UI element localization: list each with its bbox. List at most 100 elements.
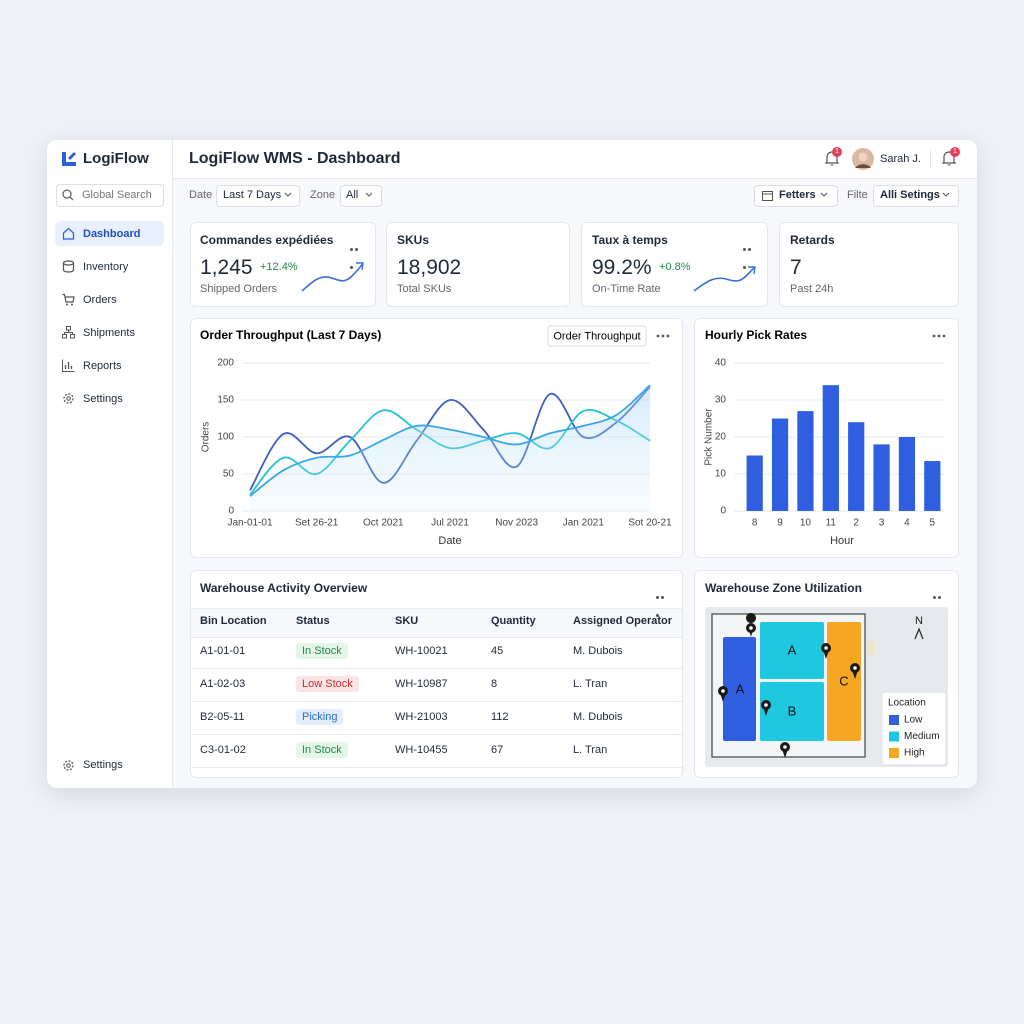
compass-label: N — [915, 615, 923, 627]
nav-footer[interactable]: Settings — [83, 759, 123, 771]
cell: WH-10455 — [395, 744, 448, 756]
logo-icon — [62, 152, 76, 166]
chevron — [284, 192, 292, 197]
kpi-caption: Shipped Orders — [200, 283, 278, 295]
kpi-caption: Past 24h — [790, 283, 834, 295]
cell: WH-21003 — [395, 711, 448, 723]
legend-swatch — [889, 731, 899, 742]
chart-button[interactable] — [547, 325, 647, 347]
date-select[interactable] — [216, 185, 300, 207]
zone-label: A — [736, 681, 745, 696]
y-tick-label: 20 — [715, 432, 727, 443]
kpi-card — [386, 222, 570, 307]
zone-label: C — [839, 673, 848, 688]
search-icon — [62, 189, 74, 201]
x-tick-label: Jan-01-01 — [227, 518, 272, 529]
y-axis-label: Pick Number — [704, 408, 715, 466]
x-tick-label: 11 — [826, 518, 837, 529]
menu-dots[interactable] — [933, 586, 947, 617]
page-title: LogiFlow WMS - Dashboard — [189, 150, 401, 167]
cell: L. Tran — [573, 744, 608, 756]
y-tick-label: 50 — [223, 469, 235, 480]
card-title: Warehouse Activity Overview — [200, 581, 368, 595]
chevron — [942, 192, 950, 197]
settings-select[interactable] — [873, 185, 959, 207]
bar — [924, 461, 941, 511]
nav-item[interactable]: Settings — [83, 393, 123, 405]
card-title: Warehouse Zone Utilization — [705, 581, 862, 595]
nav-icon — [62, 359, 75, 372]
cell: 45 — [491, 645, 504, 657]
y-tick-label: 30 — [715, 395, 727, 406]
kpi-value: 18,902 — [397, 256, 462, 279]
x-tick-label: Oct 2021 — [363, 518, 404, 529]
settings-icon — [63, 760, 74, 771]
menu-dots[interactable] — [656, 334, 670, 338]
zone-label: A — [788, 642, 797, 657]
zone — [827, 622, 861, 741]
y-axis-label: Orders — [201, 422, 212, 453]
nav-item[interactable]: Inventory — [83, 261, 129, 273]
filter-label: Filte — [847, 189, 868, 201]
nav-item[interactable]: Reports — [83, 360, 122, 372]
menu-dots[interactable] — [350, 238, 364, 269]
status-pill: In Stock — [296, 742, 348, 758]
table-header-bg — [191, 608, 682, 638]
menu-dots[interactable] — [932, 334, 946, 338]
nav-item[interactable]: Shipments — [83, 327, 135, 339]
x-tick-label: 9 — [777, 518, 783, 529]
cell: 67 — [491, 744, 504, 756]
chevron — [820, 192, 828, 197]
zone-value: All — [346, 189, 359, 201]
table-card — [190, 570, 683, 778]
zone-label: B — [788, 703, 797, 718]
cell: 8 — [491, 678, 498, 690]
avatar[interactable] — [852, 148, 874, 170]
y-tick-label: 0 — [228, 506, 234, 517]
x-tick-label: Sot 20-21 — [628, 518, 672, 529]
row-divider — [191, 767, 682, 768]
badge — [832, 147, 842, 157]
user-name: Sarah J. — [880, 153, 921, 165]
zone — [760, 682, 824, 741]
series-line — [249, 384, 651, 497]
legend-label: Medium — [904, 731, 940, 742]
x-tick-label: 8 — [752, 518, 758, 529]
kpi-caption: On-Time Rate — [592, 283, 661, 295]
date-value: Last 7 Days — [223, 189, 282, 201]
area — [250, 385, 650, 511]
legend-title: Location — [888, 698, 926, 709]
y-tick-label: 150 — [217, 395, 234, 406]
cell: A1-01-01 — [200, 645, 246, 657]
sparkline — [301, 262, 364, 292]
chart-button-text: Order Throughput — [553, 330, 640, 342]
cell: L. Tran — [573, 678, 608, 690]
kpi-card — [190, 222, 376, 307]
cell: WH-10021 — [395, 645, 448, 657]
zone-select[interactable] — [340, 185, 382, 207]
x-tick-label: 3 — [879, 518, 885, 529]
filter-label: Date — [189, 189, 213, 201]
kpi-value: 99.2% — [592, 256, 652, 279]
menu-dots[interactable] — [656, 586, 670, 617]
nav-item[interactable]: Dashboard — [83, 228, 141, 240]
zone-map: A A B C N Location Low Medium High — [705, 607, 948, 767]
filters-button[interactable] — [754, 185, 838, 207]
settings-value: Alli Setings — [880, 189, 940, 201]
sidebar — [47, 140, 173, 788]
x-tick-label: Nov 2023 — [495, 518, 538, 529]
y-tick-label: 40 — [715, 358, 727, 369]
kpi-caption: Total SKUs — [397, 283, 452, 295]
badge — [950, 147, 960, 157]
x-axis-label: Date — [438, 535, 461, 547]
sparkline — [693, 266, 756, 292]
legend-swatch — [889, 715, 899, 725]
search-box[interactable] — [56, 184, 164, 207]
menu-dots[interactable] — [743, 238, 757, 269]
bar — [873, 444, 890, 511]
x-tick-label: Set 26-21 — [295, 518, 339, 529]
nav-icon — [62, 227, 75, 240]
bar — [898, 437, 916, 511]
badge-text: 1 — [953, 148, 957, 155]
nav-item[interactable]: Orders — [83, 294, 117, 306]
